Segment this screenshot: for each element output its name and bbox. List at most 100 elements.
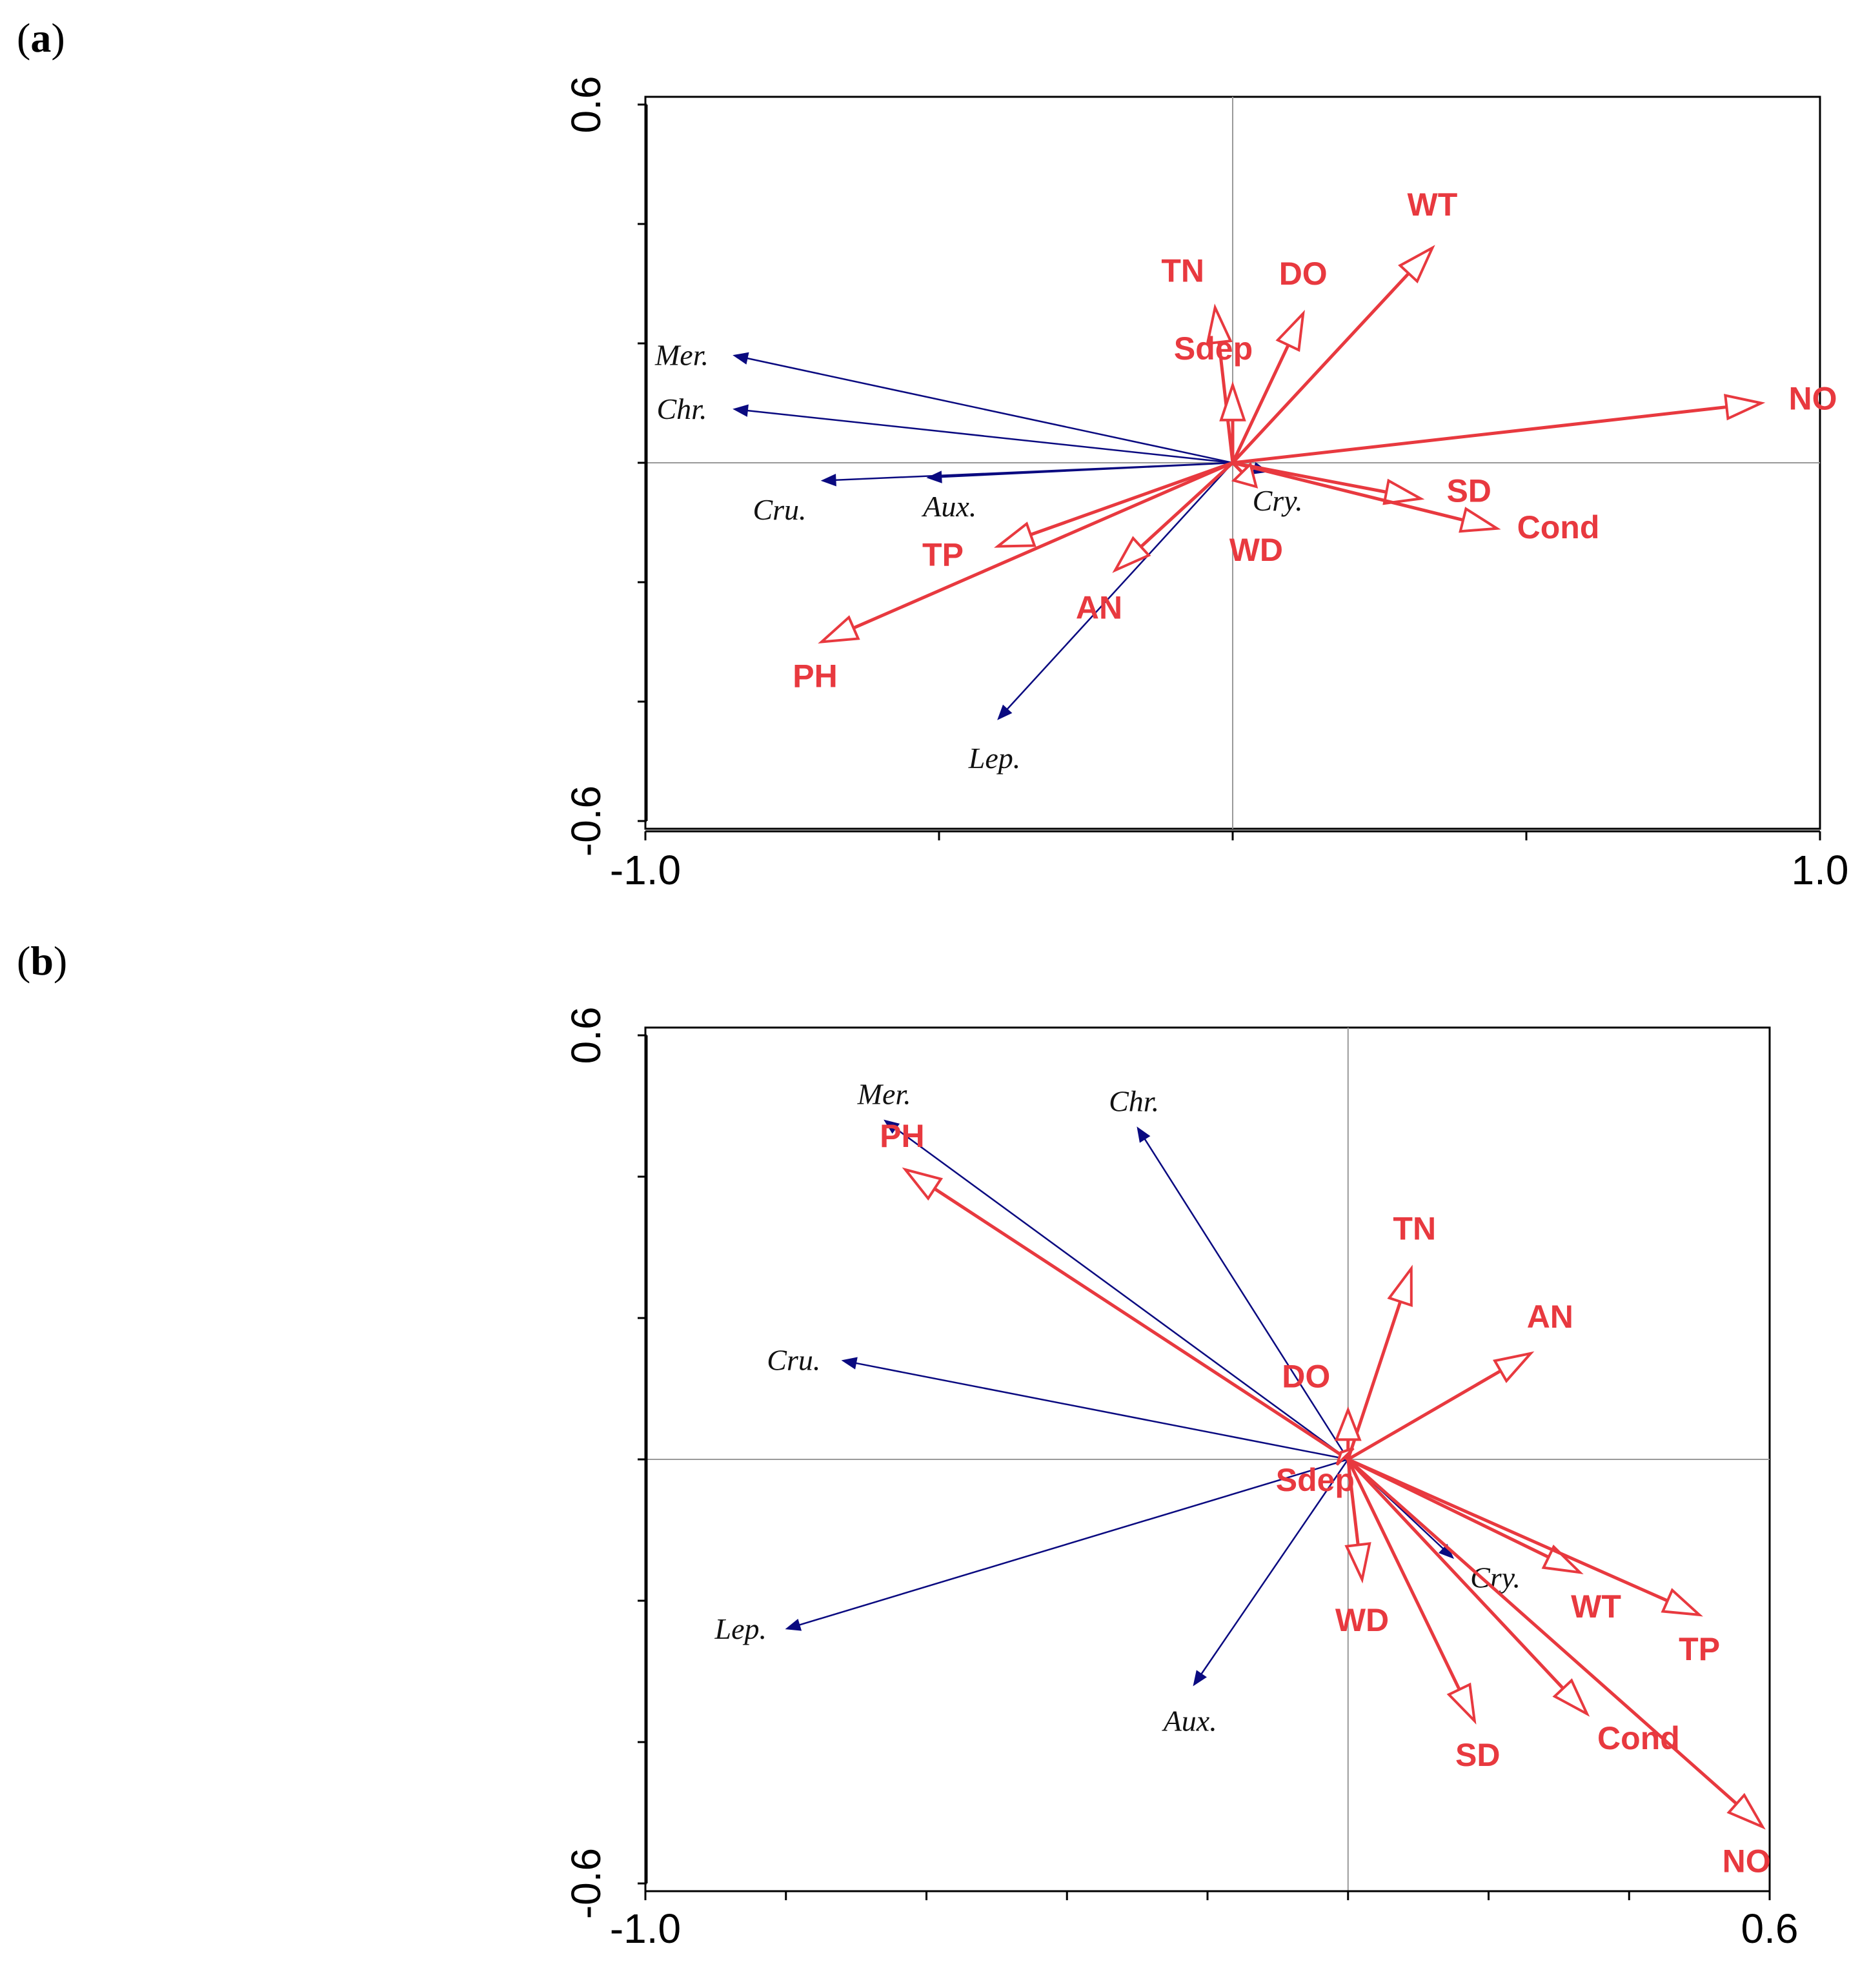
species-arrowhead-mer-a: [733, 352, 749, 365]
species-label-aux-b: Aux.: [1162, 1704, 1217, 1737]
env-arrowhead-do-a: [1275, 310, 1305, 352]
env-arrowhead-tn-a: [1206, 303, 1233, 345]
env-arrowhead-sdep-a: [1219, 381, 1246, 421]
panel-a-chart: -1.0 1.0 0.6 -0.6 Mer. Chr. Cru. Aux. Lep. Cry. WT…: [563, 76, 1848, 893]
env-label-wt-b: WT: [1571, 1588, 1621, 1625]
species-arrowhead-cru-b: [841, 1357, 858, 1370]
species-label-mer-a: Mer.: [654, 339, 709, 372]
env-arrowhead-sd-b: [1446, 1682, 1477, 1725]
species-arrowhead-chr-a: [733, 404, 749, 417]
env-arrowhead-sdep-b: [1335, 1447, 1355, 1466]
env-label-ph-a: PH: [793, 658, 837, 695]
env-arrow-an-b: [1347, 1369, 1502, 1461]
env-arrowhead-cond-a: [1459, 507, 1501, 533]
species-arrow-chr-a: [747, 409, 1233, 464]
env-label-no-a: NO: [1789, 381, 1837, 417]
y-tick-label-b: 0.6: [563, 1007, 609, 1064]
species-arrowhead-lep-a: [997, 704, 1013, 720]
env-arrow-ph-b: [933, 1187, 1350, 1461]
env-arrow-wd-b: [1346, 1459, 1360, 1545]
env-arrowhead-ph-b: [902, 1167, 944, 1201]
y-tick-label-a: 0.6: [563, 76, 609, 134]
species-label-cry-a: Cry.: [1253, 484, 1303, 517]
env-arrowhead-wd-a: [1231, 462, 1259, 489]
env-arrowhead-wt-a: [1398, 245, 1435, 284]
species-arrowhead-aux-a: [926, 471, 942, 483]
env-arrowhead-sd-a: [1382, 478, 1425, 505]
env-arrow-tp-b: [1347, 1457, 1668, 1603]
species-label-chr-b: Chr.: [1109, 1084, 1159, 1117]
species-label-cru-a: Cru.: [753, 493, 806, 526]
env-label-wd-b: WD: [1335, 1602, 1389, 1638]
species-label-aux-a: Aux.: [921, 490, 976, 523]
x-tick-label-a: 1.0: [1792, 847, 1849, 893]
species-label-cru-b: Cru.: [767, 1344, 820, 1377]
env-arrowhead-no-a: [1724, 394, 1766, 421]
env-arrowhead-no-b: [1726, 1792, 1766, 1830]
species-arrowhead-mer-b: [884, 1119, 900, 1134]
species-arrow-aux-b: [1200, 1459, 1349, 1674]
env-arrowhead-wd-b: [1344, 1542, 1371, 1584]
species-label-mer-b: Mer.: [857, 1077, 911, 1110]
species-arrow-lep-a: [1006, 462, 1233, 710]
env-arrowhead-cond-b: [1552, 1678, 1590, 1717]
species-arrow-chr-b: [1144, 1139, 1349, 1460]
species-arrow-aux-a: [941, 462, 1233, 478]
x-tick-label-b: -1.0: [610, 1905, 681, 1952]
species-arrow-lep-b: [799, 1458, 1349, 1626]
env-arrowhead-do-b: [1334, 1406, 1362, 1441]
x-tick-label-a: -1.0: [610, 847, 681, 893]
env-label-do-a: DO: [1279, 256, 1328, 292]
env-label-sd-a: SD: [1446, 473, 1491, 509]
species-arrowhead-cru-a: [820, 474, 836, 487]
env-label-an-b: AN: [1527, 1299, 1573, 1335]
env-label-an-a: AN: [1076, 590, 1122, 626]
env-arrow-no-b: [1347, 1458, 1738, 1805]
panel-a-label: (a): [17, 15, 65, 61]
species-label-lep-b: Lep.: [714, 1612, 767, 1645]
species-arrowhead-aux-b: [1193, 1670, 1207, 1687]
env-arrow-do-a: [1231, 344, 1290, 464]
env-label-tn-b: TN: [1393, 1210, 1436, 1246]
env-label-cond-a: Cond: [1517, 509, 1600, 545]
species-label-lep-a: Lep.: [968, 742, 1021, 775]
y-tick-label-b: -0.6: [563, 1848, 609, 1919]
env-arrowhead-tn-b: [1387, 1264, 1413, 1308]
panel-b-label: (b): [17, 938, 68, 984]
env-label-do-b: DO: [1282, 1358, 1330, 1394]
env-label-no-b: NO: [1723, 1843, 1771, 1879]
species-label-chr-a: Chr.: [657, 392, 707, 425]
env-label-wt-a: WT: [1408, 187, 1458, 223]
env-arrow-wt-a: [1231, 272, 1410, 464]
env-label-sdep-b: Sdep: [1276, 1462, 1355, 1498]
env-arrow-cond-b: [1346, 1458, 1564, 1690]
env-label-cond-b: Cond: [1597, 1720, 1680, 1756]
env-label-sdep-a: Sdep: [1174, 330, 1253, 367]
species-arrow-mer-a: [747, 357, 1233, 464]
env-label-tp-b: TP: [1679, 1631, 1720, 1667]
species-arrowhead-chr-b: [1137, 1126, 1151, 1143]
env-arrowhead-tp-b: [1661, 1588, 1703, 1617]
env-label-wd-a: WD: [1229, 532, 1283, 568]
species-arrow-cru-b: [856, 1362, 1348, 1461]
env-arrowhead-an-a: [1112, 536, 1151, 573]
species-arrow-mer-b: [895, 1128, 1349, 1461]
x-tick-label-b: 0.6: [1741, 1905, 1799, 1952]
env-arrow-ph-a: [853, 461, 1233, 630]
env-arrowhead-an-b: [1492, 1351, 1535, 1383]
env-arrowhead-wt-b: [1541, 1544, 1584, 1574]
env-label-ph-b: PH: [880, 1118, 924, 1154]
env-label-tp-a: TP: [922, 537, 964, 573]
env-label-sd-b: SD: [1455, 1737, 1500, 1773]
env-arrow-sd-b: [1346, 1458, 1461, 1690]
env-arrowhead-tp-a: [994, 522, 1036, 548]
env-arrowhead-ph-a: [818, 615, 860, 644]
env-arrow-tp-a: [1030, 461, 1233, 536]
env-arrow-no-a: [1232, 405, 1727, 465]
y-tick-label-a: -0.6: [563, 786, 609, 857]
env-arrow-wd-a: [1231, 462, 1244, 474]
env-label-tn-a: TN: [1161, 253, 1204, 289]
env-arrow-cond-a: [1232, 461, 1464, 522]
